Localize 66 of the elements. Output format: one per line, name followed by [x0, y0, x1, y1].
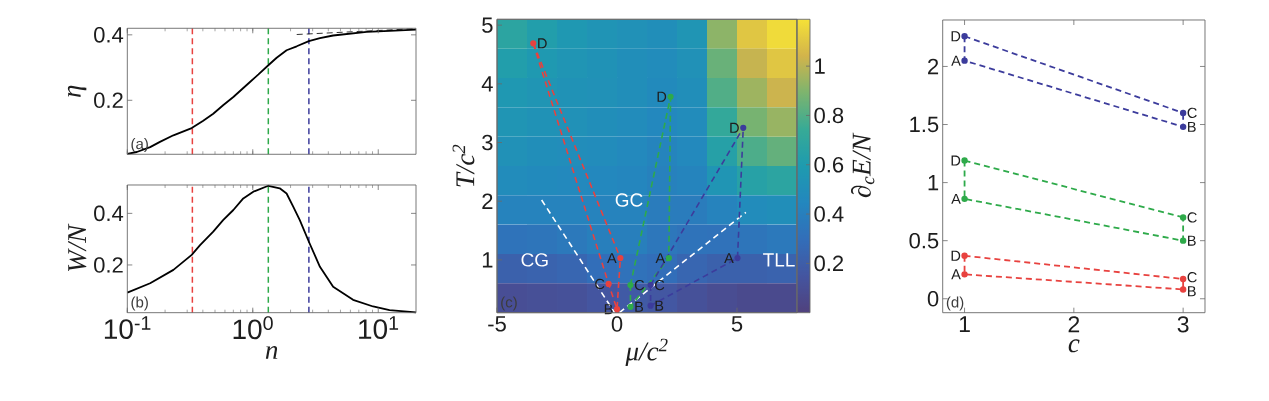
annotation: C: [634, 279, 645, 291]
x-tick-label: 2: [1068, 316, 1080, 333]
annotation: (d): [946, 296, 964, 311]
color-bar-label: 0.4: [814, 206, 844, 222]
color-bar-label: 0.2: [814, 255, 844, 272]
x-tick-label: 3: [1177, 316, 1189, 333]
y-tick-label: 2: [928, 58, 939, 75]
x-axis-title: c: [1068, 339, 1080, 353]
x-tick-label: 1: [959, 316, 970, 333]
annotation: (b): [131, 296, 148, 311]
color-bar-label: 1: [815, 58, 825, 74]
annotation: D: [538, 38, 547, 49]
annotation: C: [1187, 107, 1197, 119]
y-tick-label: 3: [482, 134, 493, 151]
annotation: GC: [615, 193, 643, 207]
annotation: (c): [501, 296, 517, 311]
y-tick-label: 4: [481, 76, 493, 92]
x-axis-title: n: [265, 346, 278, 359]
y-tick-label: 1: [482, 252, 493, 268]
annotation: A: [951, 193, 961, 204]
y-tick-label: 0.4: [94, 27, 124, 43]
annotation: B: [635, 301, 644, 312]
annotation: CG: [521, 253, 548, 267]
annotation: D: [730, 122, 739, 133]
y-tick-label: 0: [927, 290, 939, 307]
y-tick-label: 0.2: [94, 257, 123, 273]
color-bar-label: 0.6: [814, 156, 844, 173]
x-tick-label: 10$^{-1}$: [104, 316, 151, 339]
annotation: A: [724, 253, 734, 264]
x-tick-label: 10$^{0}$: [233, 316, 273, 340]
y-axis-title: η: [67, 85, 87, 98]
annotation: A: [951, 55, 961, 66]
annotation: D: [951, 155, 961, 166]
y-axis-title: T/c$^{2}$: [452, 144, 475, 187]
color-bar-label: 0.8: [814, 107, 844, 124]
annotation: C: [1187, 212, 1197, 223]
annotation: D: [657, 91, 667, 102]
annotation: B: [1188, 286, 1196, 297]
y-tick-label: 1: [928, 175, 939, 191]
annotation: (a): [131, 138, 148, 153]
x-tick-label: 10$^{1}$: [359, 316, 399, 339]
color-bar-title: ∂$_{c}$E/N: [850, 132, 875, 198]
y-tick-label: 2: [482, 193, 493, 209]
annotation: B: [604, 304, 613, 315]
annotation: A: [951, 269, 961, 280]
annotation: A: [607, 253, 617, 264]
x-tick-label: -5: [488, 316, 506, 332]
annotation: A: [655, 253, 666, 264]
y-tick-label: 0.5: [909, 232, 939, 249]
annotation: C: [595, 278, 605, 290]
annotation: B: [1188, 235, 1196, 246]
annotation: TLL: [763, 253, 795, 267]
y-tick-label: 5: [482, 17, 493, 33]
annotation: D: [951, 250, 961, 261]
annotation: D: [951, 31, 961, 42]
y-tick-label: 0.2: [94, 92, 123, 109]
x-tick-label: 0: [611, 316, 623, 332]
x-axis-title: μ/c$^{2}$: [625, 338, 668, 366]
annotation: C: [655, 279, 665, 291]
annotation: B: [1188, 121, 1196, 132]
x-tick-label: 5: [731, 316, 743, 332]
y-tick-label: 0.4: [94, 205, 124, 222]
annotation: C: [1187, 272, 1197, 283]
annotation: B: [655, 300, 664, 311]
y-tick-label: 1.5: [910, 116, 939, 133]
y-axis-title: W/N: [68, 223, 87, 272]
